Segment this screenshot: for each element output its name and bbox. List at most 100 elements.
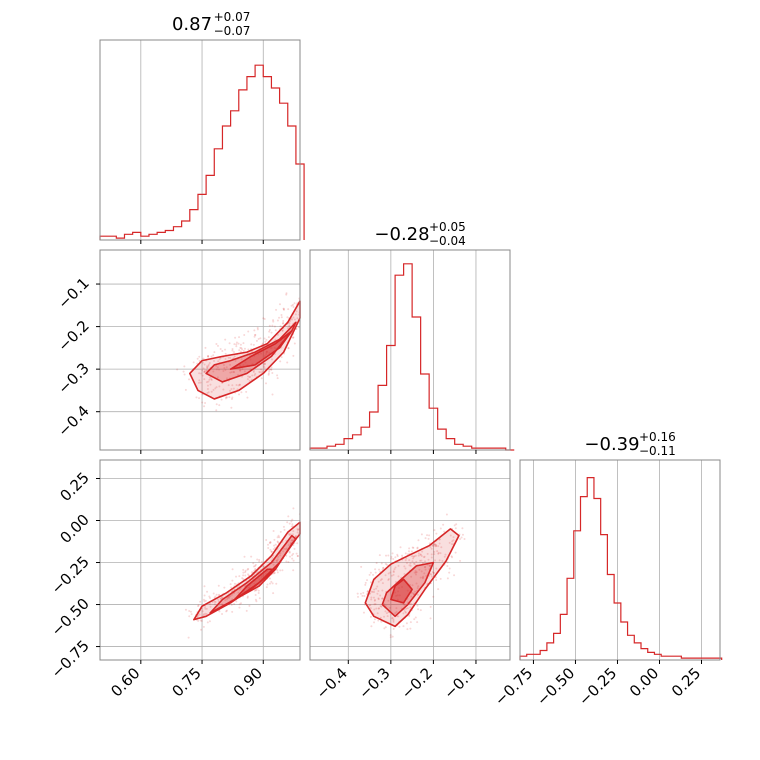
sample-scatter bbox=[176, 292, 300, 412]
sample-point bbox=[384, 610, 387, 613]
sample-point bbox=[401, 554, 404, 557]
sample-point bbox=[207, 363, 210, 366]
sample-point bbox=[286, 521, 289, 524]
sample-point bbox=[265, 338, 268, 341]
sample-point bbox=[377, 619, 380, 622]
sample-point bbox=[442, 523, 445, 526]
sample-point bbox=[286, 316, 289, 319]
sample-point bbox=[295, 552, 298, 555]
title-lower-error: −0.07 bbox=[214, 24, 251, 38]
sample-point bbox=[268, 324, 271, 327]
sample-point bbox=[260, 377, 263, 380]
x-tick-label: 0.90 bbox=[230, 664, 266, 700]
sample-point bbox=[260, 560, 263, 563]
sample-point bbox=[377, 580, 380, 583]
sample-point bbox=[392, 570, 395, 573]
panel-frame bbox=[519, 459, 721, 661]
sample-point bbox=[197, 604, 200, 607]
sample-point bbox=[230, 586, 233, 589]
sample-point bbox=[370, 590, 373, 593]
sample-point bbox=[228, 342, 231, 345]
sample-point bbox=[433, 550, 436, 553]
sample-point bbox=[206, 366, 209, 369]
sample-point bbox=[203, 370, 206, 373]
y-tick-label: −0.25 bbox=[48, 553, 93, 598]
panel-frame bbox=[309, 459, 511, 661]
sample-point bbox=[430, 575, 433, 578]
sample-point bbox=[288, 325, 291, 328]
sample-point bbox=[214, 601, 217, 604]
title-upper-error: +0.16 bbox=[639, 430, 676, 444]
sample-point bbox=[370, 598, 373, 601]
sample-point bbox=[295, 310, 298, 313]
sample-point bbox=[290, 525, 293, 528]
sample-point bbox=[291, 533, 294, 536]
sample-point bbox=[292, 306, 295, 309]
sample-point bbox=[392, 627, 395, 630]
sample-point bbox=[417, 608, 420, 611]
sample-point bbox=[448, 541, 451, 544]
sample-point bbox=[197, 605, 200, 608]
sample-point bbox=[285, 554, 288, 557]
sample-point bbox=[369, 571, 372, 574]
sample-point bbox=[248, 604, 251, 607]
sample-point bbox=[270, 580, 273, 583]
sample-point bbox=[276, 319, 279, 322]
sample-point bbox=[405, 557, 408, 560]
sample-point bbox=[176, 368, 179, 371]
sample-point bbox=[288, 522, 291, 525]
sample-point bbox=[380, 562, 383, 565]
sample-point bbox=[452, 536, 455, 539]
sample-point bbox=[421, 550, 424, 553]
sample-point bbox=[197, 619, 200, 622]
sample-point bbox=[276, 540, 279, 543]
x-tick-label: 0.75 bbox=[169, 664, 205, 700]
sample-point bbox=[279, 360, 282, 363]
sample-point bbox=[286, 327, 289, 330]
sample-point bbox=[254, 334, 257, 337]
sample-point bbox=[378, 568, 381, 571]
sample-point bbox=[362, 611, 365, 614]
sample-point bbox=[288, 550, 291, 553]
sample-point bbox=[242, 578, 245, 581]
sample-point bbox=[294, 535, 297, 538]
sample-point bbox=[386, 615, 389, 618]
sample-point bbox=[410, 575, 413, 578]
sample-point bbox=[369, 604, 372, 607]
sample-point bbox=[245, 390, 248, 393]
sample-point bbox=[414, 571, 417, 574]
sample-point bbox=[430, 556, 433, 559]
sample-point bbox=[201, 369, 204, 372]
sample-point bbox=[254, 567, 257, 570]
sample-point bbox=[237, 384, 240, 387]
sample-point bbox=[412, 592, 415, 595]
sample-point bbox=[368, 604, 371, 607]
sample-point bbox=[415, 560, 418, 563]
sample-point bbox=[203, 378, 206, 381]
sample-point bbox=[451, 540, 454, 543]
sample-point bbox=[362, 591, 365, 594]
sample-point bbox=[305, 513, 307, 515]
sample-point bbox=[282, 307, 285, 310]
x-tick-label: −0.4 bbox=[313, 664, 351, 702]
sample-point bbox=[285, 547, 288, 550]
sample-point bbox=[200, 628, 203, 631]
sample-point bbox=[206, 366, 209, 369]
sample-point bbox=[265, 382, 268, 385]
sample-point bbox=[288, 322, 291, 325]
sample-point bbox=[272, 548, 275, 551]
sample-point bbox=[276, 541, 279, 544]
parameter-title: −0.39 bbox=[584, 434, 639, 455]
sample-point bbox=[435, 578, 438, 581]
sample-point bbox=[220, 398, 223, 401]
sample-point bbox=[301, 520, 303, 522]
sample-point bbox=[212, 592, 215, 595]
sample-point bbox=[222, 370, 225, 373]
sample-point bbox=[248, 376, 251, 379]
sample-point bbox=[395, 611, 398, 614]
sample-point bbox=[254, 593, 257, 596]
sample-point bbox=[235, 383, 238, 386]
sample-point bbox=[279, 569, 282, 572]
sample-point bbox=[287, 347, 290, 350]
sample-point bbox=[412, 555, 415, 558]
